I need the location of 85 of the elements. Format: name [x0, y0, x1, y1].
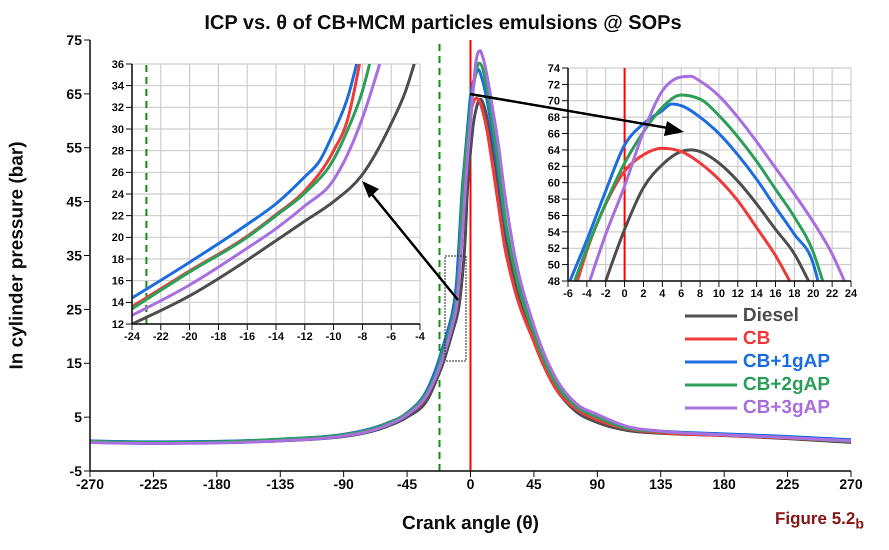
x-tick-label: 270 — [839, 476, 863, 492]
y-tick-label: 70 — [548, 96, 560, 108]
legend-label: CB — [742, 328, 770, 350]
x-tick-label: 12 — [732, 288, 744, 300]
x-tick-label: -45 — [396, 476, 418, 492]
x-tick-label: -4 — [582, 288, 593, 300]
y-tick-label: 48 — [548, 276, 560, 288]
legend-label: Diesel — [742, 304, 799, 326]
x-tick-label: -4 — [415, 330, 426, 343]
x-tick-label: 0 — [622, 288, 628, 300]
x-tick-label: 90 — [590, 476, 606, 492]
x-tick-label: -12 — [296, 330, 313, 343]
y-tick-label: 58 — [548, 194, 560, 206]
y-tick-label: 45 — [66, 194, 82, 210]
y-tick-label: 25 — [66, 301, 82, 318]
x-tick-label: 10 — [712, 288, 726, 300]
x-tick-label: 4 — [659, 288, 666, 300]
y-tick-label: 66 — [548, 128, 560, 140]
line-series — [604, 148, 810, 281]
line-series — [588, 74, 846, 281]
y-tick-label: 16 — [112, 276, 124, 288]
x-tick-label: -22 — [152, 330, 169, 343]
y-axis-title: In cylinder pressure (bar) — [6, 141, 28, 370]
x-tick-label: 20 — [807, 288, 820, 300]
y-tick-label: 68 — [548, 112, 560, 124]
x-tick-label: -18 — [210, 330, 226, 343]
y-tick-label: 54 — [548, 226, 561, 239]
legend-label: CB+3gAP — [742, 396, 830, 418]
x-tick-label: 0 — [466, 476, 475, 492]
x-tick-label: -6 — [386, 330, 396, 343]
caption: Figure 5.2$_{b}$ — [775, 508, 864, 532]
y-tick-label: 60 — [548, 178, 560, 190]
y-tick-label: 65 — [66, 86, 82, 102]
x-tick-label: 14 — [750, 288, 764, 300]
y-tick-label: 55 — [66, 140, 82, 156]
x-tick-label: -8 — [358, 330, 368, 343]
y-tick-label: 28 — [112, 146, 124, 158]
y-tick-label: 50 — [548, 260, 560, 272]
x-tick-label: 2 — [640, 288, 647, 300]
y-tick-label: 36 — [112, 58, 124, 71]
x-tick-label: -180 — [202, 476, 232, 492]
y-tick-label: 62 — [548, 161, 560, 174]
y-tick-label: 14 — [112, 297, 125, 310]
x-tick-label: -225 — [139, 476, 168, 492]
x-axis-title: Crank angle (θ) — [402, 513, 539, 534]
x-tick-label: 180 — [712, 476, 736, 492]
x-tick-label: -24 — [124, 330, 141, 343]
x-tick-label: -20 — [182, 330, 198, 343]
y-tick-label: 5 — [74, 409, 82, 426]
y-tick-label: 52 — [548, 243, 560, 256]
x-tick-label: 8 — [697, 288, 704, 300]
y-tick-label: 30 — [112, 124, 124, 136]
y-tick-label: 15 — [66, 355, 82, 372]
y-tick-label: 18 — [112, 254, 124, 266]
y-tick-label: 34 — [112, 80, 125, 93]
x-tick-label: 24 — [844, 288, 858, 300]
x-tick-label: 135 — [649, 476, 673, 492]
x-tick-label: -135 — [266, 476, 294, 492]
x-tick-label: 22 — [826, 288, 838, 300]
x-tick-label: -16 — [239, 330, 256, 343]
y-tick-label: 32 — [112, 102, 124, 114]
x-tick-label: 18 — [788, 288, 801, 300]
x-tick-label: 6 — [678, 288, 684, 300]
x-tick-label: -2 — [600, 288, 611, 300]
y-tick-label: 64 — [548, 144, 561, 157]
x-tick-label: 16 — [769, 288, 782, 300]
legend-label: CB+2gAP — [742, 374, 830, 396]
x-tick-label: 225 — [776, 476, 800, 492]
y-tick-label: 12 — [112, 318, 124, 331]
x-tick-label: 45 — [526, 476, 542, 492]
y-tick-label: 35 — [66, 247, 82, 264]
y-tick-label: 26 — [112, 167, 124, 180]
y-tick-label: 22 — [112, 210, 124, 223]
chart-title: ICP vs. θ of CB+MCM particles emulsions @ SOPs — [204, 12, 682, 34]
legend-label: CB+1gAP — [742, 350, 830, 372]
y-tick-label: 56 — [548, 210, 560, 222]
y-tick-label: 72 — [548, 79, 560, 92]
y-tick-label: 20 — [112, 232, 124, 244]
y-tick-label: 74 — [548, 62, 561, 75]
x-tick-label: -14 — [268, 330, 285, 343]
x-tick-label: -10 — [326, 330, 342, 343]
x-tick-label: -90 — [334, 476, 354, 492]
y-tick-label: 24 — [112, 188, 125, 201]
x-tick-label: -6 — [563, 288, 573, 300]
y-tick-label: 75 — [66, 32, 82, 48]
